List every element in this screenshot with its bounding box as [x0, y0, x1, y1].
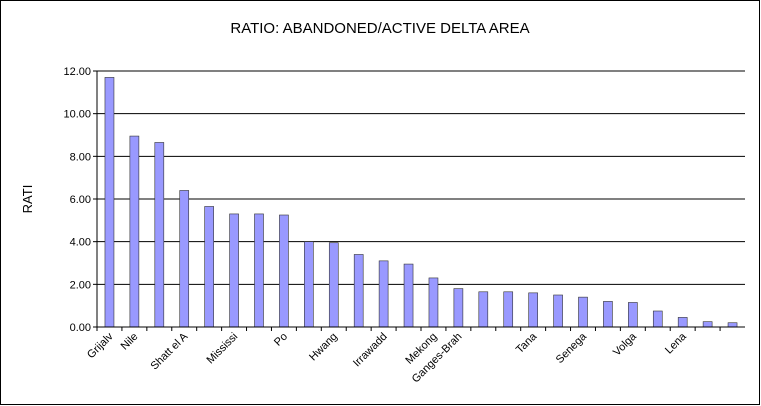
bar — [553, 294, 563, 328]
bar — [279, 214, 289, 328]
bar — [129, 135, 140, 328]
bar — [304, 241, 314, 328]
y-tick-label: 4.00 — [70, 237, 91, 249]
bar — [154, 142, 165, 328]
bar — [478, 291, 489, 328]
bar — [254, 213, 264, 328]
bar — [603, 301, 613, 328]
bar — [104, 77, 115, 328]
y-tick-label: 8.00 — [70, 151, 91, 163]
bar — [677, 317, 688, 328]
bar — [428, 277, 439, 328]
bar — [403, 263, 414, 328]
bar — [453, 288, 464, 328]
bar — [378, 260, 389, 328]
y-tick-label: 0.00 — [70, 322, 91, 334]
bar — [727, 322, 738, 328]
y-tick-label: 12.00 — [63, 66, 91, 78]
bar — [702, 321, 713, 328]
bar — [204, 206, 214, 328]
chart-title: RATIO: ABANDONED/ACTIVE DELTA AREA — [230, 20, 529, 37]
bar — [628, 302, 638, 328]
bar — [503, 291, 514, 328]
bar — [229, 213, 239, 328]
y-tick-label: 6.00 — [70, 194, 91, 206]
y-axis-label: RATI — [20, 185, 35, 214]
bar — [353, 254, 364, 328]
bar — [179, 190, 190, 328]
y-tick-label: 10.00 — [63, 109, 91, 121]
bar — [578, 296, 588, 328]
y-tick-label: 2.00 — [70, 279, 91, 291]
bar — [652, 310, 663, 328]
bar — [328, 242, 339, 328]
bar — [528, 292, 538, 328]
